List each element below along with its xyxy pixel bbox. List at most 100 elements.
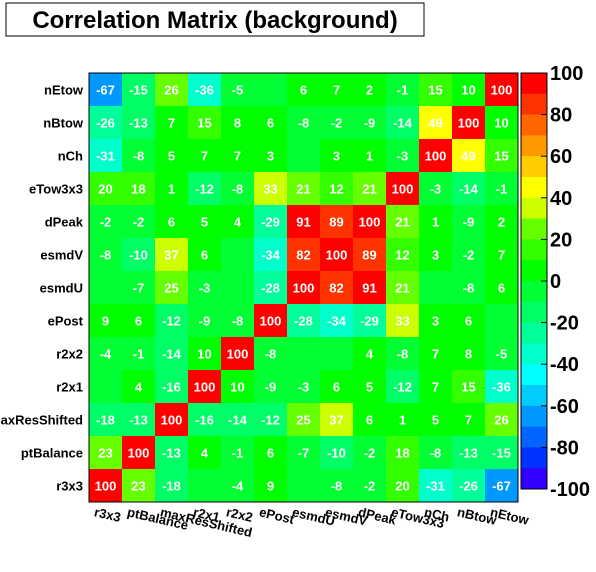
heatmap-cell — [188, 238, 221, 271]
heatmap-cell — [89, 370, 122, 403]
y-tick-label: esmdU — [40, 281, 83, 296]
heatmap-cell — [221, 469, 254, 502]
heatmap-cell — [254, 436, 287, 469]
cell-value-label: 5 — [168, 149, 175, 164]
colorbar-tick-label: 40 — [550, 188, 572, 210]
cell-value-label: -34 — [327, 314, 347, 329]
colorbar-segment — [521, 468, 547, 490]
cell-value-label: -13 — [459, 446, 478, 461]
cell-value-label: -13 — [129, 116, 148, 131]
heatmap-cell — [386, 271, 419, 304]
cell-value-label: -9 — [364, 116, 376, 131]
cell-value-label: 49 — [428, 116, 442, 131]
heatmap-cell — [155, 403, 188, 436]
heatmap-cell — [452, 238, 485, 271]
cell-value-label: 82 — [329, 281, 343, 296]
cell-value-label: 37 — [329, 413, 343, 428]
heatmap-cell — [320, 304, 353, 337]
cell-value-label: 91 — [296, 215, 310, 230]
cell-value-label: 33 — [395, 314, 409, 329]
cell-value-label: -67 — [492, 479, 511, 494]
cell-value-label: 82 — [296, 248, 310, 263]
cell-value-label: 12 — [329, 182, 343, 197]
cell-value-label: -2 — [364, 479, 376, 494]
color-scale: 100 80 60 40 20 0 -20 -40 -60 -80 -100 — [520, 63, 590, 501]
colorbar-segment — [521, 405, 547, 428]
cell-value-label: 26 — [164, 83, 178, 98]
colorbar-segment — [521, 281, 547, 303]
heatmap-cell — [287, 205, 320, 238]
colorbar-tick-label: -100 — [550, 479, 590, 501]
heatmap-cell — [419, 337, 452, 370]
cell-value-label: 100 — [260, 314, 282, 329]
heatmap-cell — [89, 106, 122, 139]
heatmap-cell — [419, 403, 452, 436]
colorbar-segment — [521, 197, 547, 220]
y-tick-label: dPeak — [45, 215, 84, 230]
cell-value-label: -34 — [261, 248, 281, 263]
heatmap-cell — [320, 238, 353, 271]
cell-value-label: 100 — [392, 182, 414, 197]
cell-value-label: 6 — [267, 116, 274, 131]
colorbar-segment — [521, 385, 547, 407]
heatmap-cell — [419, 271, 452, 304]
cell-value-label: 49 — [461, 149, 475, 164]
heatmap-cell — [287, 370, 320, 403]
heatmap-cell — [419, 370, 452, 403]
colorbar-segment — [521, 426, 547, 448]
cell-value-label: 7 — [432, 347, 439, 362]
cell-value-label: 23 — [98, 446, 112, 461]
heatmap-cell — [254, 469, 287, 502]
cell-value-label: 100 — [161, 413, 183, 428]
heatmap-cell — [287, 403, 320, 436]
heatmap-cell — [353, 106, 386, 139]
cell-value-label: -8 — [232, 314, 244, 329]
cell-value-label: 25 — [296, 413, 310, 428]
cell-value-label: -4 — [232, 479, 244, 494]
cell-value-label: -2 — [133, 215, 145, 230]
colorbar-tick-label: 20 — [550, 229, 572, 251]
cell-value-label: 37 — [164, 248, 178, 263]
cell-value-label: -3 — [199, 281, 211, 296]
heatmap-cell — [89, 436, 122, 469]
cell-value-label: -8 — [331, 479, 343, 494]
colorbar-segment — [521, 93, 547, 116]
heatmap-cell — [122, 370, 155, 403]
heatmap-cell — [353, 403, 386, 436]
heatmap-cell — [122, 139, 155, 172]
heatmap-cell — [188, 73, 221, 106]
heatmap-cell — [155, 370, 188, 403]
heatmap-cell — [122, 172, 155, 205]
heatmap-cell — [386, 172, 419, 205]
cell-value-label: -26 — [96, 116, 115, 131]
heatmap-cell — [221, 205, 254, 238]
heatmap-cell — [155, 436, 188, 469]
cell-value-label: 9 — [267, 479, 274, 494]
heatmap-cell — [122, 304, 155, 337]
cell-value-label: 2 — [498, 215, 505, 230]
cell-value-label: 8 — [465, 347, 472, 362]
cell-value-label: 7 — [465, 413, 472, 428]
colorbar-tick-label: -40 — [550, 354, 579, 376]
heatmap-cell — [485, 403, 518, 436]
heatmap-cell — [419, 205, 452, 238]
heatmap-cell — [254, 73, 287, 106]
cell-value-label: 100 — [425, 149, 447, 164]
cell-value-label: 100 — [326, 248, 348, 263]
x-tick-label: r2x2 — [225, 504, 254, 525]
cell-value-label: -9 — [463, 215, 475, 230]
cell-value-label: -15 — [129, 83, 148, 98]
cell-value-label: 18 — [395, 446, 409, 461]
cell-value-label: -8 — [463, 281, 475, 296]
heatmap-cell — [485, 139, 518, 172]
cell-value-label: 1 — [366, 149, 373, 164]
heatmap-cell — [287, 304, 320, 337]
cell-value-label: -29 — [360, 314, 379, 329]
heatmap-cell — [122, 271, 155, 304]
cell-value-label: 4 — [366, 347, 374, 362]
heatmap-cell — [485, 238, 518, 271]
cell-value-label: -15 — [492, 446, 511, 461]
heatmap-cell — [254, 271, 287, 304]
cell-value-label: 7 — [234, 149, 241, 164]
cell-value-label: 89 — [362, 248, 376, 263]
